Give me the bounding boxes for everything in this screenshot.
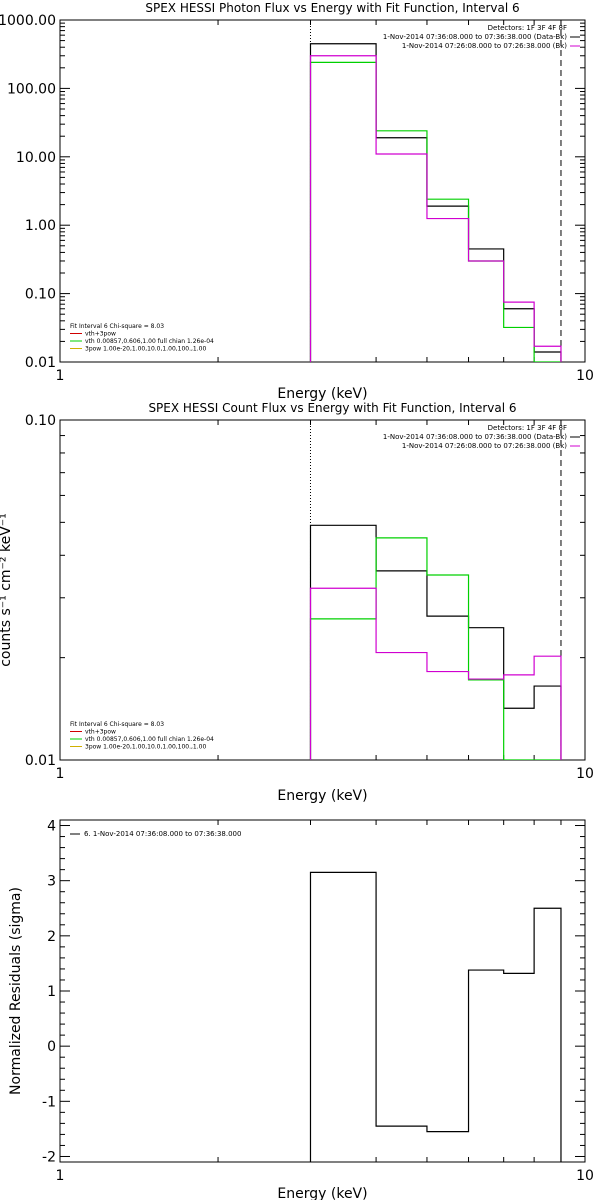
plot-frame	[59, 19, 586, 363]
y-tick-label: 0.01	[25, 355, 56, 371]
y-axis-ticks: 0.01 0.10 1.00 10.00 100.00 1000.00	[0, 13, 585, 371]
y-tick-label: 100.00	[7, 81, 56, 97]
x-axis-ticks: 1 10	[56, 820, 594, 1184]
y-tick-label: 1000.00	[0, 13, 56, 29]
y-tick-label: 4	[47, 819, 56, 835]
chart-panel-1: 1 10 0.01 0.10 1.00 10.00 100.00 1000.00 SPEX HE…	[0, 1, 594, 402]
plot-frame	[59, 419, 586, 761]
y-tick-label: -2	[42, 1149, 56, 1165]
x-axis-label: Energy (keV)	[277, 1186, 367, 1200]
legend-bottom-left-label: 3pow 1.00e-20,1.00,10.0,1.00,100.,1.00	[85, 744, 206, 751]
series-line-3	[309, 587, 562, 760]
y-tick-label: 2	[47, 929, 56, 945]
x-tick-label: 10	[576, 368, 594, 384]
y-axis-ticks: 0.01 0.10	[25, 413, 585, 769]
y-tick-label: 0.10	[25, 287, 56, 303]
legend-bottom-left-label: 3pow 1.00e-20,1.00,10.0,1.00,100.,1.00	[85, 346, 206, 353]
series-line-1	[309, 43, 562, 362]
legend-bottom-left-label: Fit Interval 6 Chi-square = 8.03	[70, 323, 164, 330]
legend-bottom-left-label: vth 0.00857,0.606,1.00 full chian 1.26e-…	[85, 736, 214, 743]
y-tick-label: 0	[47, 1039, 56, 1055]
x-tick-label: 10	[576, 1168, 594, 1184]
x-tick-label: 10	[576, 766, 594, 782]
chart-panel-3: 1 10 -2 -1 0 1 2 3 4 Energy (keV) Normalized Resid…	[8, 819, 594, 1200]
x-axis-label: Energy (keV)	[277, 386, 367, 402]
series-line-1	[309, 524, 562, 760]
y-axis-label: counts s⁻¹ cm⁻² keV⁻¹	[0, 513, 14, 667]
y-tick-label: 0.01	[25, 753, 56, 769]
x-axis-label: Energy (keV)	[277, 788, 367, 804]
chart-title: SPEX HESSI Photon Flux vs Energy with Fi…	[145, 1, 519, 15]
legend-top-right-label: 1-Nov-2014 07:36:08.000 to 07:36:38.000 …	[383, 433, 567, 441]
legend-top-right-label: Detectors: 1F 3F 4F 8F	[488, 424, 567, 432]
y-tick-label: 1.00	[25, 218, 56, 234]
legend-bottom-left-label: vth+3pow	[85, 729, 116, 736]
chart-title: SPEX HESSI Count Flux vs Energy with Fit…	[148, 401, 516, 415]
y-tick-label: -1	[42, 1094, 56, 1110]
series-line-1	[309, 871, 562, 1162]
chart-panel-2: 1 10 0.01 0.10 SPEX HESSI Count Flux vs Ener…	[0, 401, 594, 804]
y-tick-label: 10.00	[16, 150, 56, 166]
y-tick-label: 0.10	[25, 413, 56, 429]
legend-top-right-label: Detectors: 1F 3F 4F 8F	[488, 24, 567, 32]
series-line-3	[309, 55, 562, 362]
legend-bottom-left-label: vth+3pow	[85, 331, 116, 338]
series-line-2	[309, 61, 561, 362]
x-tick-label: 1	[56, 1168, 65, 1184]
legend-bottom-left-label: Fit Interval 6 Chi-square = 8.03	[70, 721, 164, 728]
plot-frame	[59, 819, 586, 1163]
series-line-2	[309, 537, 561, 760]
legend-top-right-label: 1-Nov-2014 07:26:08.000 to 07:26:38.000 …	[402, 42, 567, 50]
y-axis-label: Normalized Residuals (sigma)	[8, 887, 24, 1095]
legend-top-left-label: 6. 1-Nov-2014 07:36:08.000 to 07:36:38.0…	[84, 830, 241, 838]
legend-top-right-label: 1-Nov-2014 07:26:08.000 to 07:26:38.000 …	[402, 442, 567, 450]
y-tick-label: 3	[47, 874, 56, 890]
x-tick-label: 1	[56, 368, 65, 384]
y-axis-ticks: -2 -1 0 1 2 3 4	[42, 819, 585, 1165]
x-tick-label: 1	[56, 766, 65, 782]
y-tick-label: 1	[47, 984, 56, 1000]
legend-bottom-left-label: vth 0.00857,0.606,1.00 full chian 1.26e-…	[85, 338, 214, 345]
legend-top-right-label: 1-Nov-2014 07:36:08.000 to 07:36:38.000 …	[383, 33, 567, 41]
